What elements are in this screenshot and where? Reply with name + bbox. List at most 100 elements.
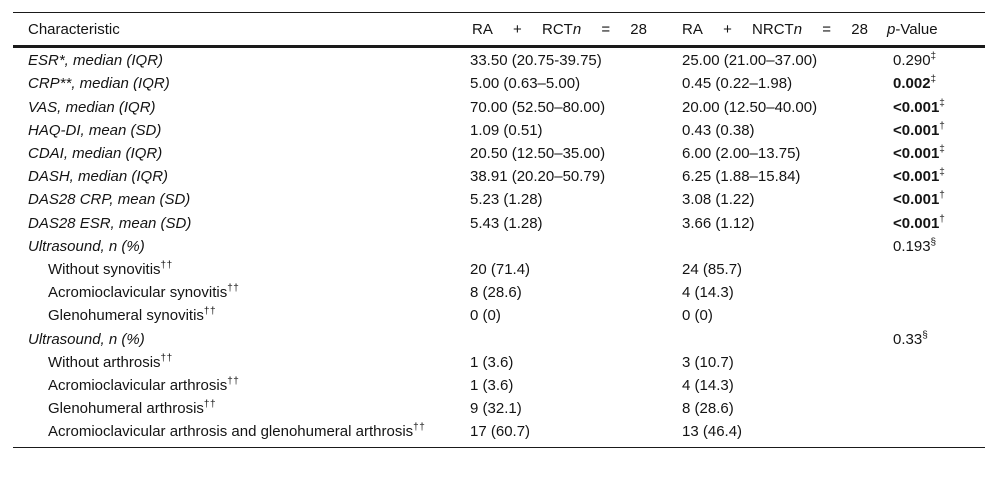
column-header-ra-nrct: RA + NRCTn = 28 [682, 22, 893, 37]
label-dagger-superscript: †† [203, 399, 217, 411]
ra-nrct-value: 13 (46.4) [682, 423, 743, 441]
ra-nrct-header-justified: RA + NRCTn = 28 [682, 20, 868, 38]
ra-rct-value: 38.91 (20.20–50.79) [470, 168, 606, 186]
ra-nrct-value: 0 (0) [682, 307, 713, 325]
pvalue-symbol-superscript: ‡ [930, 74, 937, 86]
ra-rct-header-justified: RA + RCTn = 28 [472, 20, 647, 38]
table-body: ESR*, median (IQR) 33.50 (20.75-39.75) 2… [13, 48, 985, 444]
ra-nrct-value: 6.00 (2.00–13.75) [682, 145, 801, 162]
ra-nrct-value: 0.45 (0.22–1.98) [682, 75, 793, 93]
table-row: HAQ-DI, mean (SD) 1.09 (0.51) 0.43 (0.38… [13, 119, 985, 142]
table-top-rule [13, 12, 985, 14]
ra-rct-value: 17 (60.7) [470, 423, 531, 441]
table-header-row: Characteristic RA + RCTn = 28 RA + NRCTn… [13, 13, 985, 45]
table-row: DAS28 ESR, mean (SD) 5.43 (1.28) 3.66 (1… [13, 212, 985, 235]
column-header-ra-rct: RA + RCTn = 28 [470, 22, 682, 37]
ra-nrct-value [682, 328, 893, 351]
label-dagger-superscript: †† [203, 306, 217, 318]
p-value: <0.001† [893, 120, 946, 139]
ra-rct-value: 1 (3.6) [470, 377, 514, 395]
p-value [893, 420, 985, 443]
table-row: Glenohumeral synovitis†† 0 (0) 0 (0) [13, 304, 985, 327]
row-label: Acromioclavicular arthrosis and glenohum… [48, 422, 426, 441]
table-row: Glenohumeral arthrosis†† 9 (32.1) 8 (28.… [13, 397, 985, 420]
row-label: Acromioclavicular arthrosis†† [48, 376, 240, 395]
row-label: DASH, median (IQR) [28, 168, 169, 186]
row-label: HAQ-DI, mean (SD) [28, 121, 162, 139]
row-label: Ultrasound, n (%) [28, 237, 145, 255]
label-dagger-superscript: †† [160, 260, 173, 272]
ra-rct-value: 1.09 (0.51) [470, 121, 543, 139]
table-row: DAS28 CRP, mean (SD) 5.23 (1.28) 3.08 (1… [13, 188, 985, 211]
p-value: 0.33§ [893, 329, 929, 348]
ra-rct-value: 33.50 (20.75-39.75) [470, 52, 602, 70]
row-label: Glenohumeral synovitis†† [48, 306, 217, 325]
table-header-rule [13, 45, 985, 48]
pvalue-symbol-superscript: ‡ [930, 51, 937, 63]
table-row: Without arthrosis†† 1 (3.6) 3 (10.7) [13, 351, 985, 374]
row-label: CDAI, median (IQR) [28, 145, 163, 162]
characteristic-header-label: Characteristic [28, 20, 120, 38]
table-row: Ultrasound, n (%) 0.193§ [13, 235, 985, 258]
p-value [893, 397, 985, 420]
label-dagger-superscript: †† [413, 422, 426, 434]
table-row: VAS, median (IQR) 70.00 (52.50–80.00) 20… [13, 96, 985, 119]
p-value: <0.001‡ [893, 144, 946, 163]
row-label: ESR*, median (IQR) [28, 52, 164, 70]
ra-nrct-value: 4 (14.3) [682, 377, 734, 395]
p-value: 0.193§ [893, 236, 937, 255]
ra-nrct-value: 6.25 (1.88–15.84) [682, 168, 801, 186]
pvalue-symbol-superscript: ‡ [939, 144, 946, 155]
table-row: Acromioclavicular arthrosis and glenohum… [13, 420, 985, 443]
p-value: <0.001† [893, 213, 946, 232]
ra-rct-value: 20 (71.4) [470, 261, 531, 279]
ra-rct-value: 5.00 (0.63–5.00) [470, 75, 581, 93]
row-label: Ultrasound, n (%) [28, 330, 145, 348]
row-label: VAS, median (IQR) [28, 98, 156, 116]
row-label: DAS28 CRP, mean (SD) [28, 191, 191, 209]
ra-rct-value: 0 (0) [470, 307, 501, 325]
ra-nrct-value [682, 235, 893, 258]
ra-rct-value [470, 235, 682, 258]
pvalue-symbol-superscript: § [922, 329, 929, 341]
ra-rct-value: 70.00 (52.50–80.00) [470, 98, 606, 116]
row-label: CRP**, median (IQR) [28, 75, 170, 93]
table-row: Ultrasound, n (%) 0.33§ [13, 328, 985, 351]
pvalue-symbol-superscript: † [939, 120, 946, 132]
pvalue-symbol-superscript: ‡ [939, 167, 946, 179]
pvalue-symbol-superscript: § [930, 236, 937, 248]
row-label: DAS28 ESR, mean (SD) [28, 214, 192, 232]
p-value: 0.290‡ [893, 51, 937, 70]
p-value [893, 258, 985, 281]
row-label: Glenohumeral arthrosis†† [48, 399, 217, 418]
column-header-pvalue: p-Value [887, 20, 938, 38]
ra-nrct-value: 20.00 (12.50–40.00) [682, 98, 818, 116]
ra-nrct-value: 8 (28.6) [682, 400, 734, 418]
table-row: CDAI, median (IQR) 20.50 (12.50–35.00) 6… [13, 142, 985, 165]
ra-nrct-value: 4 (14.3) [682, 284, 734, 302]
ra-rct-value: 1 (3.6) [470, 353, 514, 371]
ra-nrct-value: 3.66 (1.12) [682, 214, 755, 232]
p-value: 0.002‡ [893, 74, 937, 93]
table-row: Acromioclavicular arthrosis†† 1 (3.6) 4 … [13, 374, 985, 397]
label-dagger-superscript: †† [227, 283, 240, 295]
characteristics-table: Characteristic RA + RCTn = 28 RA + NRCTn… [13, 12, 985, 449]
p-value: <0.001‡ [893, 167, 946, 186]
p-value [893, 351, 985, 374]
row-label: Without arthrosis†† [48, 352, 173, 371]
p-value: <0.001† [893, 190, 946, 209]
ra-rct-value: 20.50 (12.50–35.00) [470, 145, 606, 162]
ra-nrct-value: 24 (85.7) [682, 261, 743, 279]
ra-rct-value [470, 328, 682, 351]
ra-rct-value: 5.23 (1.28) [470, 191, 543, 209]
ra-nrct-value: 0.43 (0.38) [682, 121, 755, 139]
ra-rct-value: 5.43 (1.28) [470, 214, 543, 232]
label-dagger-superscript: †† [160, 352, 173, 364]
pvalue-symbol-superscript: ‡ [939, 97, 946, 109]
table-row: Without synovitis†† 20 (71.4) 24 (85.7) [13, 258, 985, 281]
table-row: Acromioclavicular synovitis†† 8 (28.6) 4… [13, 281, 985, 304]
p-value: <0.001‡ [893, 97, 946, 116]
table-bottom-rule [13, 446, 985, 449]
p-value [893, 374, 985, 397]
row-label: Acromioclavicular synovitis†† [48, 283, 240, 302]
